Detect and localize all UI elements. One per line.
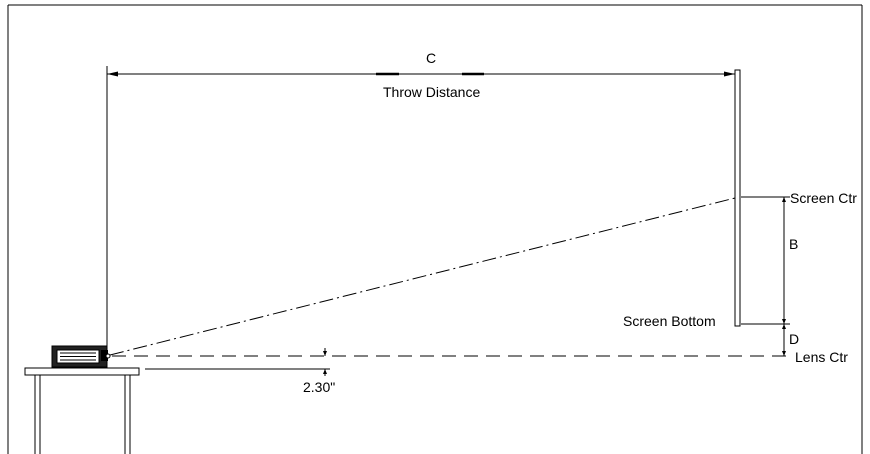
lens-offset-label: 2.30" [303, 379, 335, 395]
dimension-d-label: D [789, 331, 799, 347]
screen-center-label: Screen Ctr [790, 190, 857, 206]
dimension-b-label: B [789, 236, 798, 252]
projection-screen [735, 70, 740, 326]
throw-distance-label: Throw Distance [383, 84, 480, 100]
dimension-c-label: C [426, 50, 436, 66]
lens-offset-dimension [323, 348, 327, 376]
projector-table [25, 368, 139, 454]
lens-center-label: Lens Ctr [795, 349, 848, 365]
screen-height-dimensions [741, 197, 790, 356]
room-frame [8, 5, 862, 454]
screen-bottom-label: Screen Bottom [623, 313, 716, 329]
projector-icon [52, 346, 110, 367]
projection-centerline [110, 198, 735, 355]
